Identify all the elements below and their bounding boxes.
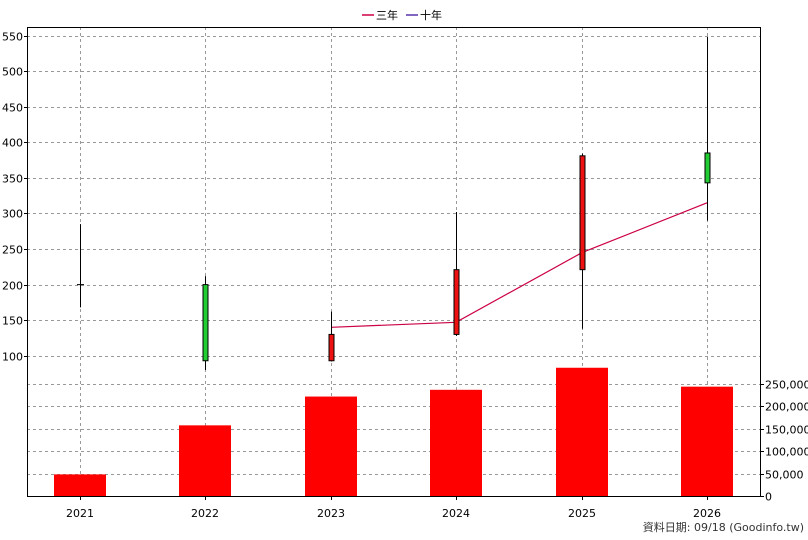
price-tick-label: 150 — [2, 315, 23, 328]
volume-tick-label: 250,000 — [765, 379, 808, 392]
candle-body — [579, 155, 586, 271]
volume-axis: 0 50,000 100,000 150,000 200,000 250,000 — [760, 379, 808, 504]
volume-bar — [556, 367, 608, 496]
price-tick-label: 250 — [2, 244, 23, 257]
x-axis: 2021 2022 2023 2024 2025 2026 — [66, 496, 721, 520]
plot-frame — [27, 27, 761, 497]
price-tick-label: 450 — [2, 102, 23, 115]
legend-label-10yr: 十年 — [420, 8, 442, 22]
volume-tick-label: 100,000 — [765, 446, 808, 459]
legend-label-3yr: 三年 — [376, 8, 398, 22]
volume-tick-label: 200,000 — [765, 401, 808, 414]
x-tick-label: 2022 — [191, 507, 219, 520]
volume-tick-label: 50,000 — [765, 469, 804, 482]
volume-bar — [430, 389, 482, 496]
x-tick-label: 2025 — [568, 507, 596, 520]
volume-bar — [54, 474, 106, 496]
price-tick-label: 200 — [2, 280, 23, 293]
volume-tick-label: 150,000 — [765, 424, 808, 437]
candle-body — [328, 333, 335, 362]
price-tick-label: 500 — [2, 66, 23, 79]
volume-bar — [305, 396, 357, 496]
price-tick-label: 550 — [2, 31, 23, 44]
volume-tick-label: 0 — [765, 491, 772, 504]
price-tick-label: 350 — [2, 173, 23, 186]
price-axis: 100 150 200 250 300 350 400 450 500 550 — [2, 31, 27, 364]
candle-body — [453, 269, 460, 335]
volume-bar — [179, 425, 231, 496]
volume-bars — [54, 367, 733, 496]
x-tick-label: 2021 — [66, 507, 94, 520]
candle-body — [202, 284, 209, 362]
candlesticks — [77, 36, 711, 370]
legend: 三年 十年 — [362, 8, 442, 22]
candle-body — [704, 152, 711, 184]
grid — [27, 27, 760, 496]
line-series — [330, 202, 708, 328]
price-tick-label: 400 — [2, 137, 23, 150]
x-tick-label: 2023 — [317, 507, 345, 520]
source-footer: 資料日期: 09/18 (Goodinfo.tw) — [643, 520, 804, 534]
x-tick-label: 2024 — [442, 507, 470, 520]
moving-average-lines — [330, 202, 708, 328]
x-tick-label: 2026 — [693, 507, 721, 520]
price-tick-label: 300 — [2, 208, 23, 221]
price-tick-label: 100 — [2, 351, 23, 364]
volume-bar — [681, 386, 733, 496]
